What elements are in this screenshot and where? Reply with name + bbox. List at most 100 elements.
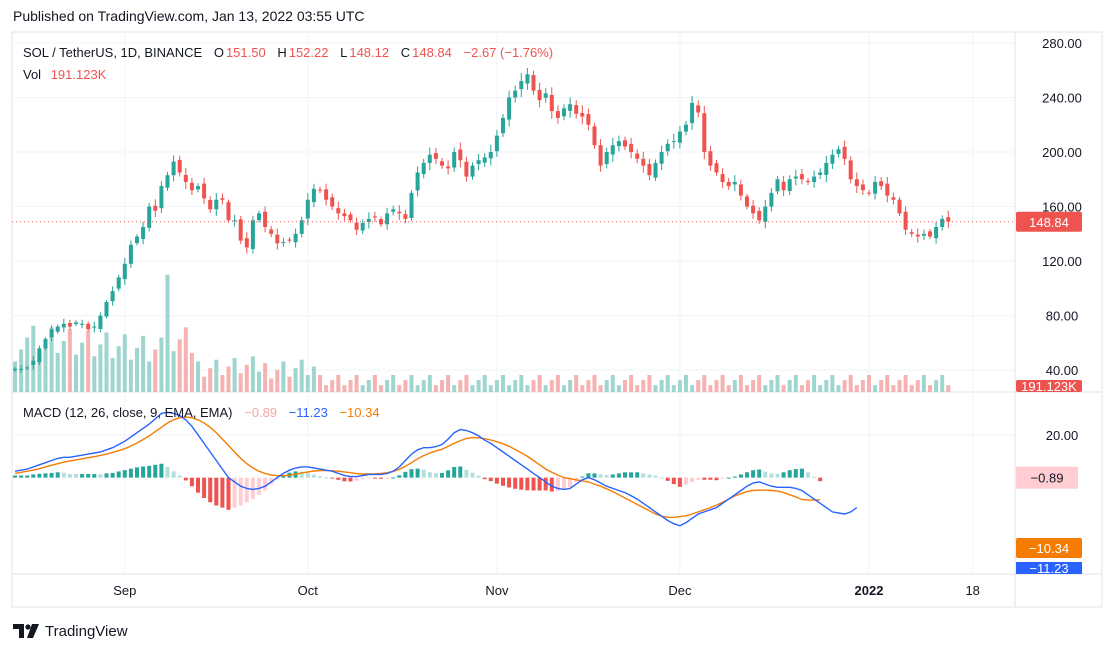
candle-body — [25, 367, 30, 369]
symbol-label: SOL / TetherUS, 1D, BINANCE — [23, 45, 203, 60]
macd-hist-bar — [196, 477, 200, 493]
macd-hist-bar — [769, 473, 774, 478]
macd-hist-bar — [135, 467, 139, 478]
macd-hist-bar — [74, 474, 78, 478]
volume-bar — [122, 334, 127, 392]
candle-body — [452, 152, 457, 168]
gridlines — [12, 32, 1015, 574]
volume-bar — [488, 385, 493, 392]
volume-bar — [934, 380, 939, 392]
macd-hist-bar — [238, 477, 243, 506]
candle-body — [305, 199, 310, 219]
macd-hist-bar — [299, 471, 304, 478]
macd-hist-bar — [385, 477, 390, 479]
volume-bar — [909, 385, 914, 392]
candle-body — [555, 111, 560, 118]
candle-body — [928, 231, 932, 237]
candle-body — [177, 159, 182, 173]
macd-hist-bar — [446, 470, 451, 478]
time-tick-label: Dec — [668, 583, 692, 598]
macd-hist-bar — [421, 469, 426, 478]
volume-bar — [311, 366, 316, 392]
price-badges: 148.84 191.123K −0.89 −10.34 −11.23 — [12, 211, 1082, 576]
volume-bar — [293, 368, 298, 392]
volume-bar — [635, 385, 640, 392]
time-tick-label: Nov — [485, 583, 509, 598]
macd-hist-bar — [684, 477, 688, 485]
macd-hist-bar — [708, 477, 713, 480]
volume-bar — [135, 347, 139, 392]
price-tick-label: 40.00 — [1046, 363, 1079, 378]
macd-hist-bar — [202, 477, 207, 498]
candle-body — [214, 199, 219, 210]
macd-hist-bar — [25, 475, 30, 478]
volume-bar — [324, 385, 329, 392]
candle-body — [641, 158, 646, 166]
volume-bar — [433, 385, 438, 392]
macd-hist-bar — [629, 472, 634, 478]
candle-body — [513, 90, 518, 98]
candle-body — [31, 360, 36, 365]
volume-bar — [446, 375, 451, 392]
candle-body — [946, 217, 951, 222]
candle-body — [885, 183, 890, 196]
candle-body — [891, 197, 896, 200]
volume-bar — [257, 371, 261, 392]
volume-bar — [592, 375, 597, 392]
change-value: −2.67 (−1.76%) — [463, 45, 554, 60]
macd-hist-bar — [409, 469, 414, 478]
macd-hist-bar — [470, 472, 475, 478]
macd-hist-bar — [214, 477, 219, 506]
macd-hist-bar — [568, 477, 573, 488]
macd-legend: MACD (12, 26, close, 9, EMA, EMA) −0.89 … — [23, 405, 382, 420]
macd-hist-bar — [208, 477, 213, 503]
candle-body — [769, 192, 774, 207]
volume-bar — [159, 337, 164, 392]
macd-signal-badge-bg — [1016, 538, 1082, 558]
macd-hist-bar — [598, 474, 603, 478]
macd-hist-bar — [543, 477, 548, 491]
last-price-badge: 148.84 — [1029, 215, 1069, 230]
candle-body — [921, 233, 926, 236]
volume-bar — [537, 375, 542, 392]
macd-hist-bar — [415, 468, 420, 478]
candle-body — [159, 186, 164, 209]
volume-bar — [141, 335, 146, 392]
candle-body — [684, 124, 688, 132]
volume-bar — [458, 380, 463, 392]
macd-hist-bar — [714, 477, 719, 481]
candle-body — [787, 179, 792, 191]
macd-hist-bar — [433, 473, 438, 478]
volume-bar — [873, 385, 878, 392]
candle-body — [677, 131, 682, 143]
macd-hist-bar — [494, 477, 499, 484]
candle-body — [915, 234, 920, 237]
macd-hist-bar — [488, 477, 493, 482]
vol-value: 191.123K — [50, 67, 107, 82]
volume-bar — [629, 375, 634, 392]
tradingview-brand[interactable]: TradingView — [13, 620, 128, 642]
macd-hist-bar — [360, 477, 365, 480]
candle-body — [128, 244, 133, 264]
macd-hist-bar — [757, 469, 762, 478]
macd-hist-bar — [141, 466, 146, 478]
volume-bar — [397, 385, 402, 392]
macd-hist-bar — [189, 477, 194, 487]
macd-signal-value: −10.34 — [339, 405, 380, 420]
volume-bar — [49, 327, 54, 392]
macd-hist-bar — [537, 477, 542, 491]
candle-body — [482, 157, 487, 163]
volume-bar — [842, 380, 847, 392]
candle-body — [494, 135, 499, 152]
candle-body — [122, 263, 127, 280]
macd-hist-bar — [555, 477, 560, 491]
time-tick-label: 2022 — [855, 583, 884, 598]
macd-hist-bar — [635, 472, 640, 478]
macd-hist-bar — [738, 474, 743, 478]
macd-hist-bar — [379, 477, 383, 479]
tradingview-logo-icon — [13, 624, 39, 638]
volume-bar — [43, 339, 48, 392]
candle-body — [623, 140, 627, 147]
macd-hist-bar — [604, 475, 609, 478]
